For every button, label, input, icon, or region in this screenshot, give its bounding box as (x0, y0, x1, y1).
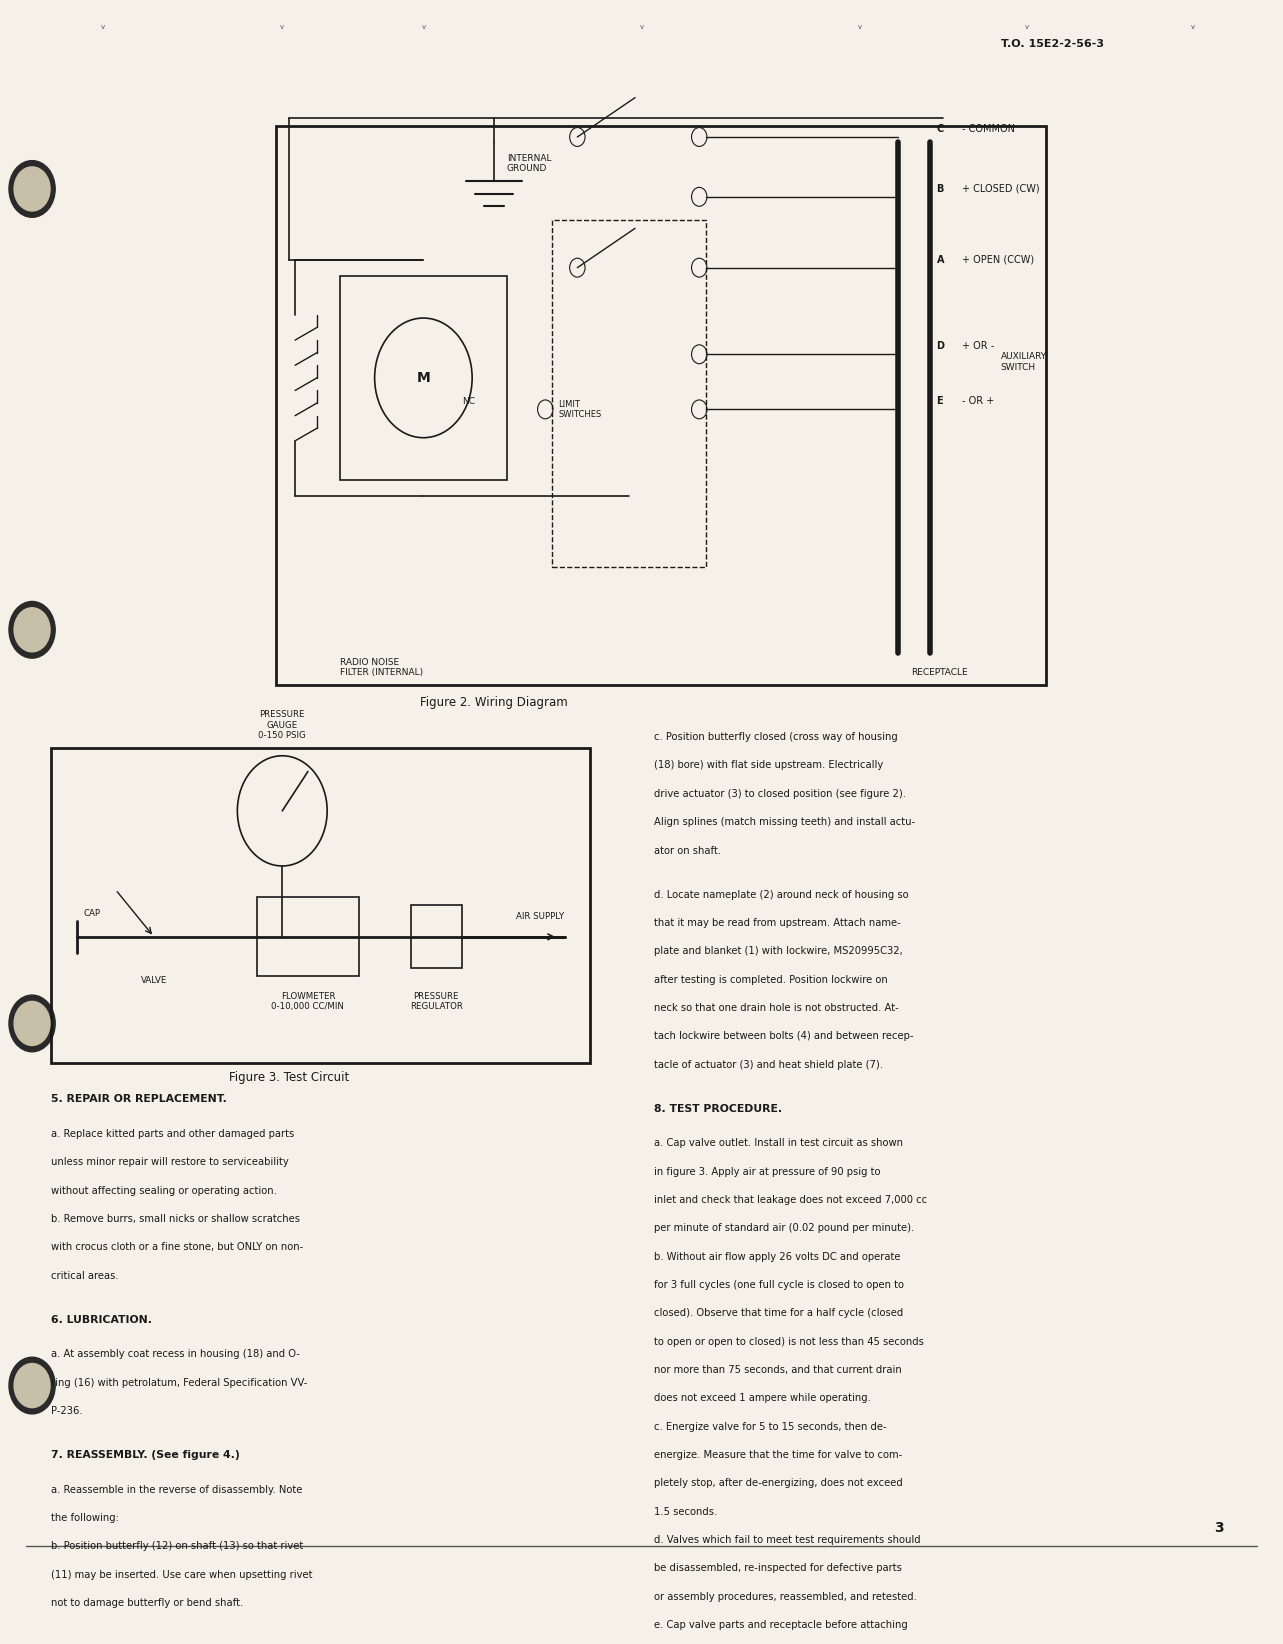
Text: tacle of actuator (3) and heat shield plate (7).: tacle of actuator (3) and heat shield pl… (654, 1060, 883, 1070)
Bar (411, 906, 462, 968)
Text: - COMMON: - COMMON (962, 123, 1015, 135)
Text: the following:: the following: (51, 1512, 119, 1522)
Text: v: v (1191, 23, 1196, 30)
Text: AUXILIARY
SWITCH: AUXILIARY SWITCH (1001, 352, 1047, 372)
Text: that it may be read from upstream. Attach name-: that it may be read from upstream. Attac… (654, 917, 901, 927)
Text: T.O. 15E2-2-56-3: T.O. 15E2-2-56-3 (1001, 39, 1103, 49)
Text: 3: 3 (1214, 1521, 1224, 1535)
Text: a. Replace kitted parts and other damaged parts: a. Replace kitted parts and other damage… (51, 1129, 295, 1139)
Text: (11) may be inserted. Use care when upsetting rivet: (11) may be inserted. Use care when upse… (51, 1570, 313, 1580)
Text: a. Reassemble in the reverse of disassembly. Note: a. Reassemble in the reverse of disassem… (51, 1485, 303, 1494)
Text: RADIO NOISE
FILTER (INTERNAL): RADIO NOISE FILTER (INTERNAL) (340, 658, 423, 677)
Text: unless minor repair will restore to serviceability: unless minor repair will restore to serv… (51, 1157, 289, 1167)
Text: energize. Measure that the time for valve to com-: energize. Measure that the time for valv… (654, 1450, 902, 1460)
Text: - OR +: - OR + (962, 396, 994, 406)
Text: v: v (639, 23, 644, 30)
Text: a. Cap valve outlet. Install in test circuit as shown: a. Cap valve outlet. Install in test cir… (654, 1138, 903, 1149)
Text: E: E (937, 396, 943, 406)
Text: closed). Observe that time for a half cycle (closed: closed). Observe that time for a half cy… (654, 1309, 903, 1318)
Circle shape (9, 602, 55, 658)
Circle shape (14, 1363, 50, 1407)
Circle shape (9, 161, 55, 217)
Text: (18) bore) with flat side upstream. Electrically: (18) bore) with flat side upstream. Elec… (654, 761, 884, 771)
Bar (257, 898, 359, 977)
Bar (51, 748, 590, 1062)
Circle shape (14, 608, 50, 651)
Text: Figure 3. Test Circuit: Figure 3. Test Circuit (228, 1070, 349, 1083)
Text: M: M (417, 372, 430, 385)
Text: does not exceed 1 ampere while operating.: does not exceed 1 ampere while operating… (654, 1394, 871, 1404)
Text: v: v (421, 23, 426, 30)
Text: PRESSURE
GAUGE
0-150 PSIG: PRESSURE GAUGE 0-150 PSIG (258, 710, 307, 740)
Text: 6. LUBRICATION.: 6. LUBRICATION. (51, 1315, 153, 1325)
Text: in figure 3. Apply air at pressure of 90 psig to: in figure 3. Apply air at pressure of 90… (654, 1167, 881, 1177)
Text: with crocus cloth or a fine stone, but ONLY on non-: with crocus cloth or a fine stone, but O… (51, 1243, 304, 1253)
Text: a. At assembly coat recess in housing (18) and O-: a. At assembly coat recess in housing (1… (51, 1350, 300, 1360)
Text: NC: NC (462, 396, 475, 406)
Bar (340, 276, 507, 480)
Bar (276, 127, 1046, 686)
Text: pletely stop, after de-energizing, does not exceed: pletely stop, after de-energizing, does … (654, 1478, 903, 1488)
Text: v: v (1024, 23, 1029, 30)
Text: v: v (280, 23, 285, 30)
Text: C: C (937, 123, 944, 135)
Text: or assembly procedures, reassembled, and retested.: or assembly procedures, reassembled, and… (654, 1591, 917, 1601)
Text: 5. REPAIR OR REPLACEMENT.: 5. REPAIR OR REPLACEMENT. (51, 1095, 227, 1105)
Text: b. Position butterfly (12) on shaft (13) so that rivet: b. Position butterfly (12) on shaft (13)… (51, 1542, 304, 1552)
Circle shape (14, 168, 50, 210)
Text: plate and blanket (1) with lockwire, MS20995C32,: plate and blanket (1) with lockwire, MS2… (654, 947, 903, 957)
Text: v: v (100, 23, 105, 30)
Text: D: D (937, 342, 944, 352)
Text: b. Without air flow apply 26 volts DC and operate: b. Without air flow apply 26 volts DC an… (654, 1251, 901, 1261)
Text: ator on shaft.: ator on shaft. (654, 845, 721, 855)
Text: RECEPTACLE: RECEPTACLE (911, 667, 967, 677)
Text: INTERNAL
GROUND: INTERNAL GROUND (507, 155, 552, 173)
Text: be disassembled, re-inspected for defective parts: be disassembled, re-inspected for defect… (654, 1563, 902, 1573)
Text: c. Position butterfly closed (cross way of housing: c. Position butterfly closed (cross way … (654, 732, 898, 741)
Text: to open or open to closed) is not less than 45 seconds: to open or open to closed) is not less t… (654, 1337, 924, 1346)
Text: nor more than 75 seconds, and that current drain: nor more than 75 seconds, and that curre… (654, 1365, 902, 1374)
Text: 1.5 seconds.: 1.5 seconds. (654, 1508, 717, 1517)
Text: without affecting sealing or operating action.: without affecting sealing or operating a… (51, 1185, 277, 1195)
Text: neck so that one drain hole is not obstructed. At-: neck so that one drain hole is not obstr… (654, 1003, 899, 1013)
Circle shape (9, 1358, 55, 1414)
Text: inlet and check that leakage does not exceed 7,000 cc: inlet and check that leakage does not ex… (654, 1195, 928, 1205)
Text: FLOWMETER
0-10,000 CC/MIN: FLOWMETER 0-10,000 CC/MIN (272, 991, 344, 1011)
Text: after testing is completed. Position lockwire on: after testing is completed. Position loc… (654, 975, 888, 985)
Text: CAP: CAP (83, 909, 100, 917)
Text: A: A (937, 255, 944, 265)
Text: v: v (857, 23, 862, 30)
Text: 7. REASSEMBLY. (See figure 4.): 7. REASSEMBLY. (See figure 4.) (51, 1450, 240, 1460)
Text: d. Valves which fail to meet test requirements should: d. Valves which fail to meet test requir… (654, 1535, 921, 1545)
Text: per minute of standard air (0.02 pound per minute).: per minute of standard air (0.02 pound p… (654, 1223, 915, 1233)
Text: for 3 full cycles (one full cycle is closed to open to: for 3 full cycles (one full cycle is clo… (654, 1281, 905, 1291)
Text: not to damage butterfly or bend shaft.: not to damage butterfly or bend shaft. (51, 1598, 244, 1608)
Text: VALVE: VALVE (141, 977, 168, 985)
Text: B: B (937, 184, 944, 194)
Text: e. Cap valve parts and receptacle before attaching: e. Cap valve parts and receptacle before… (654, 1621, 908, 1631)
Text: d. Locate nameplate (2) around neck of housing so: d. Locate nameplate (2) around neck of h… (654, 889, 908, 899)
Text: + OPEN (CCW): + OPEN (CCW) (962, 255, 1034, 265)
Bar (552, 220, 706, 567)
Text: AIR SUPPLY: AIR SUPPLY (516, 912, 565, 921)
Text: + CLOSED (CW): + CLOSED (CW) (962, 184, 1041, 194)
Text: P-236.: P-236. (51, 1406, 83, 1415)
Text: LIMIT
SWITCHES: LIMIT SWITCHES (558, 399, 602, 419)
Text: tach lockwire between bolts (4) and between recep-: tach lockwire between bolts (4) and betw… (654, 1031, 913, 1041)
Text: 8. TEST PROCEDURE.: 8. TEST PROCEDURE. (654, 1103, 783, 1113)
Text: PRESSURE
REGULATOR: PRESSURE REGULATOR (409, 991, 463, 1011)
Text: c. Energize valve for 5 to 15 seconds, then de-: c. Energize valve for 5 to 15 seconds, t… (654, 1422, 887, 1432)
Text: critical areas.: critical areas. (51, 1271, 119, 1281)
Text: b. Remove burrs, small nicks or shallow scratches: b. Remove burrs, small nicks or shallow … (51, 1213, 300, 1223)
Text: Figure 2. Wiring Diagram: Figure 2. Wiring Diagram (420, 695, 568, 709)
Circle shape (9, 995, 55, 1052)
Circle shape (14, 1001, 50, 1046)
Text: ring (16) with petrolatum, Federal Specification VV-: ring (16) with petrolatum, Federal Speci… (51, 1378, 308, 1388)
Text: + OR -: + OR - (962, 342, 994, 352)
Text: drive actuator (3) to closed position (see figure 2).: drive actuator (3) to closed position (s… (654, 789, 906, 799)
Text: Align splines (match missing teeth) and install actu-: Align splines (match missing teeth) and … (654, 817, 916, 827)
